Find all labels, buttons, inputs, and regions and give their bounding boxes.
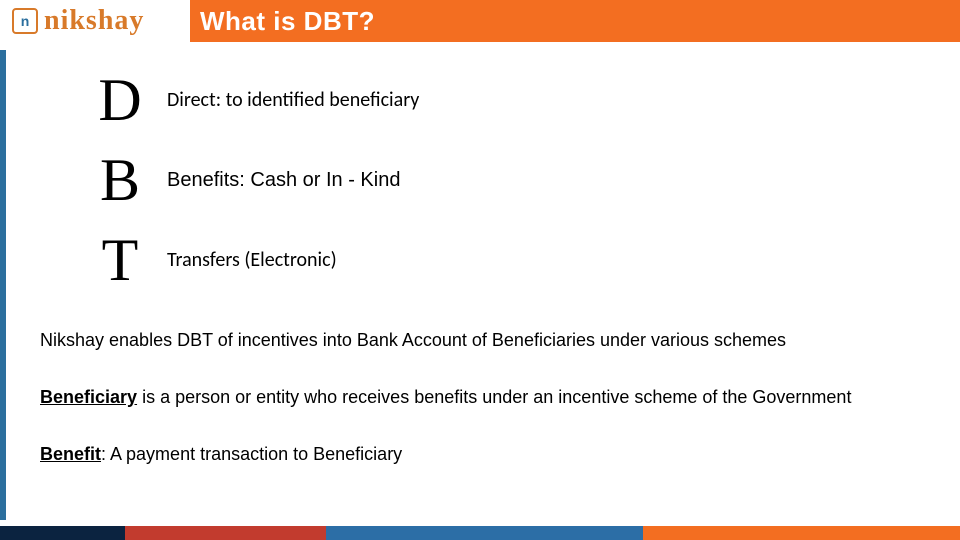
acronym-letter: T: [85, 226, 155, 295]
body-para-1: Nikshay enables DBT of incentives into B…: [40, 330, 930, 351]
acronym-row-b: B Benefits: Cash or In - Kind: [85, 140, 885, 220]
left-accent-stripe: [0, 50, 6, 520]
acronym-letter: D: [85, 66, 155, 135]
body-block: Nikshay enables DBT of incentives into B…: [40, 330, 930, 501]
acronym-desc: Benefits: Cash or In - Kind: [167, 169, 400, 192]
body-para-2: Beneficiary is a person or entity who re…: [40, 387, 930, 408]
acronym-desc: Transfers (Electronic): [167, 248, 337, 272]
term-benefit: Benefit: [40, 444, 101, 464]
logo-text: nikshay: [44, 5, 144, 37]
body-para-2-rest: is a person or entity who receives benef…: [137, 387, 851, 407]
logo-icon: n: [12, 8, 38, 34]
footer-stripe: [0, 526, 960, 540]
footer-seg-3: [326, 526, 643, 540]
footer-seg-1: [0, 526, 125, 540]
body-para-3-rest: : A payment transaction to Beneficiary: [101, 444, 402, 464]
page-title: What is DBT?: [200, 0, 375, 42]
acronym-row-t: T Transfers (Electronic): [85, 220, 885, 300]
header-bar: What is DBT?: [190, 0, 960, 42]
footer-seg-4: [643, 526, 960, 540]
acronym-row-d: D Direct: to identified beneficiary: [85, 60, 885, 140]
acronym-desc: Direct: to identified beneficiary: [167, 88, 419, 112]
footer-seg-2: [125, 526, 327, 540]
slide: n nikshay What is DBT? D Direct: to iden…: [0, 0, 960, 540]
body-para-3: Benefit: A payment transaction to Benefi…: [40, 444, 930, 465]
term-beneficiary: Beneficiary: [40, 387, 137, 407]
acronym-letter: B: [85, 146, 155, 215]
logo: n nikshay: [12, 2, 144, 40]
acronym-block: D Direct: to identified beneficiary B Be…: [85, 60, 885, 300]
